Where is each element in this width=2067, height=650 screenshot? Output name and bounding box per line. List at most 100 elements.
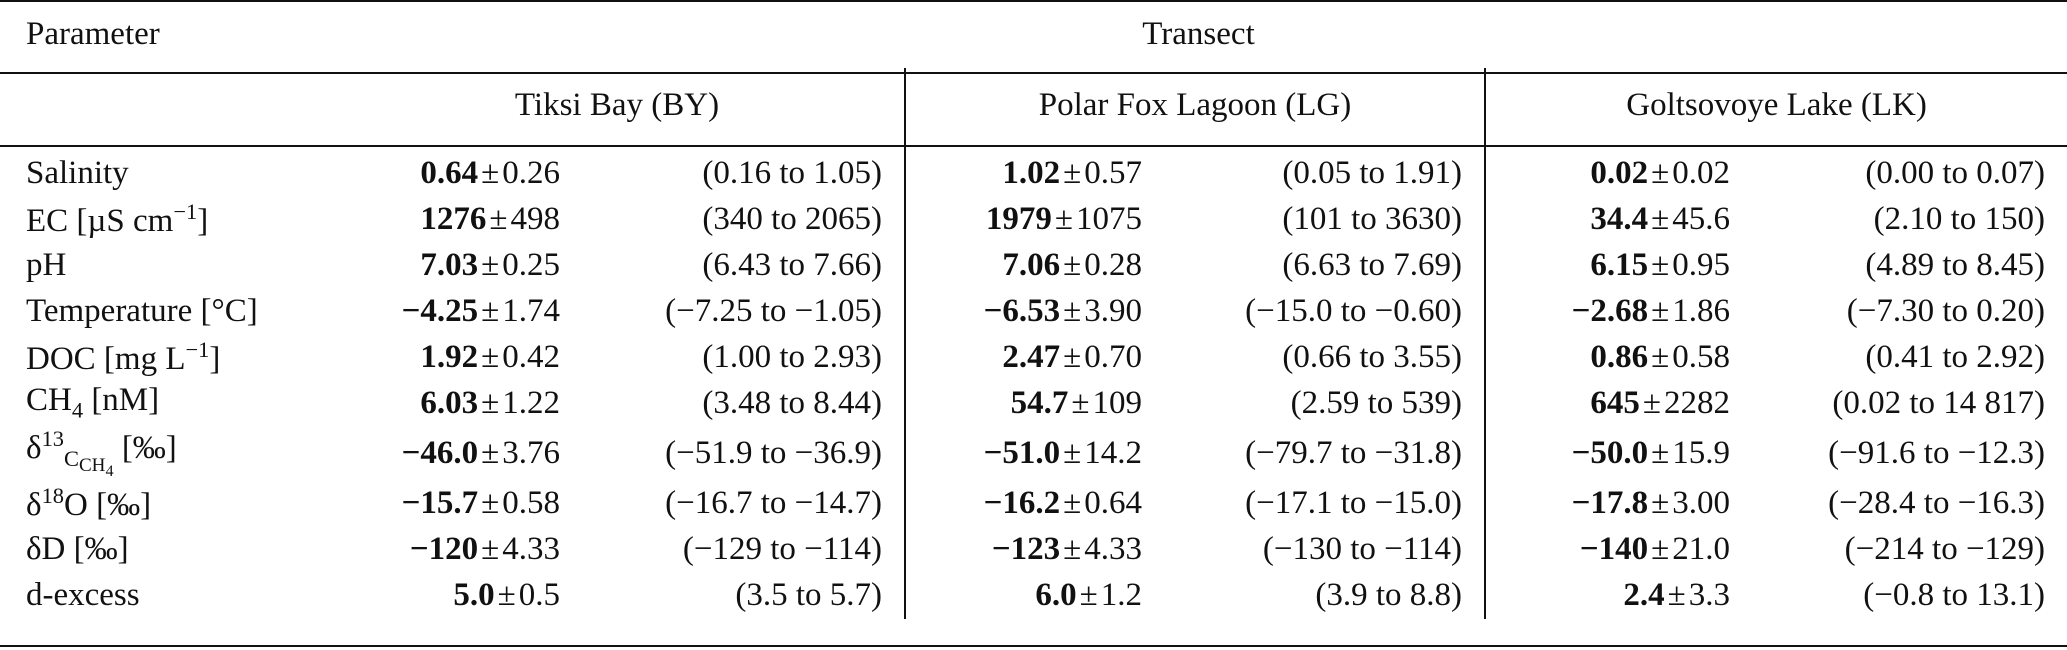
plus-minus-sign: ± [481,154,500,191]
mean-sd-goltsovoye-lake: −17.8±3.00 [1484,480,1730,527]
mean-value: 645 [1590,384,1640,421]
range-polar-fox-lagoon: (0.66 to 3.55) [1282,338,1462,375]
sd-value: 1.86 [1672,292,1730,329]
parameter-label: Salinity [0,150,330,196]
sd-value: 0.42 [502,338,560,375]
range-tiksi-bay: (6.43 to 7.66) [702,246,882,283]
label-main: δD [‰] [26,531,129,568]
plus-minus-sign: ± [1063,338,1082,375]
table-top-rule [0,0,2067,2]
table-row: δ18O [‰] −15.7±0.58 (−16.7 to −14.7) −16.2±… [0,480,2067,527]
label-main: d-excess [26,577,140,614]
mean-sd-tiksi-bay: 7.03±0.25 [330,242,560,288]
mean-sd-tiksi-bay: 5.0±0.5 [330,573,560,619]
sd-value: 3.00 [1672,485,1730,522]
sd-value: 1075 [1076,200,1142,237]
mean-sd-goltsovoye-lake: 0.02±0.02 [1484,150,1730,196]
mean-sd-goltsovoye-lake: 0.86±0.58 [1484,334,1730,380]
table-row: DOC [mg L−1] 1.92±0.42 (1.00 to 2.93) 2.47±… [0,334,2067,380]
mean-sd-goltsovoye-lake: 34.4±45.6 [1484,196,1730,242]
mean-value: 1276 [420,200,487,237]
mean-value: 34.4 [1590,200,1649,237]
sd-value: 0.95 [1672,246,1730,283]
range-polar-fox-lagoon: (3.9 to 8.8) [1315,577,1462,614]
sd-value: 3.76 [502,434,560,471]
range-tiksi-bay: (−7.25 to −1.05) [665,292,882,329]
table-row: δ13CCH4 [‰] −46.0±3.76 (−51.9 to −36.9) −51… [0,426,2067,481]
plus-minus-sign: ± [1651,154,1670,191]
sd-value: 0.57 [1084,154,1142,191]
range-polar-fox-lagoon: (101 to 3630) [1282,200,1462,237]
plus-minus-sign: ± [1063,434,1082,471]
mean-sd-tiksi-bay: 6.03±1.22 [330,380,560,426]
range-polar-fox-lagoon: (−130 to −114) [1262,531,1462,568]
table-row: δD [‰] −120±4.33 (−129 to −114) −123±4.33 (−… [0,526,2067,573]
range-goltsovoye-lake: (0.02 to 14 817) [1832,384,2046,421]
range-polar-fox-lagoon: (0.05 to 1.91) [1282,154,1462,191]
range-polar-fox-lagoon: (−79.7 to −31.8) [1245,434,1462,471]
plus-minus-sign: ± [1651,338,1670,375]
mean-sd-polar-fox-lagoon: −123±4.33 [904,526,1142,573]
plus-minus-sign: ± [1063,246,1082,283]
transect-header: Transect [1142,15,1255,52]
table-row: Temperature [°C] −4.25±1.74 (−7.25 to −1.0… [0,288,2067,334]
mean-value: 6.0 [1035,577,1077,614]
label-rest: O [‰] [64,487,152,524]
range-goltsovoye-lake: (−7.30 to 0.20) [1846,292,2046,329]
sd-value: 0.28 [1084,246,1142,283]
range-goltsovoye-lake: (−91.6 to −12.3) [1828,434,2046,471]
range-tiksi-bay: (−129 to −114) [682,531,882,568]
group-header-tiksi-bay: Tiksi Bay (BY) [514,86,720,123]
label-rest: [‰] [113,430,177,466]
sd-value: 14.2 [1084,434,1142,471]
table-row: Salinity 0.64±0.26 (0.16 to 1.05) 1.02±0.57… [0,150,2067,196]
label-main: pH [26,246,67,283]
label-subscript: 4 [71,397,84,423]
mean-value: −4.25 [401,292,479,329]
table-bottom-rule [0,645,2067,647]
parameter-label: CH4 [nM] [0,380,330,426]
mean-sd-polar-fox-lagoon: −6.53±3.90 [904,288,1142,334]
range-tiksi-bay: (1.00 to 2.93) [702,338,882,375]
plus-minus-sign: ± [1063,485,1082,522]
mean-value: 7.06 [1002,246,1061,283]
sd-value: 0.25 [502,246,560,283]
mean-sd-polar-fox-lagoon: 1979±1075 [904,196,1142,242]
group-header-row: Tiksi Bay (BY) Polar Fox Lagoon (LG) Gol… [0,68,2067,142]
parameter-label: Temperature [°C] [0,288,330,334]
plus-minus-sign: ± [1651,434,1670,471]
range-goltsovoye-lake: (0.00 to 0.07) [1865,154,2046,191]
label-superscript: 13 [41,426,64,451]
plus-minus-sign: ± [1651,246,1670,283]
range-tiksi-bay: (3.48 to 8.44) [702,384,882,421]
mean-value: −140 [1579,531,1649,568]
mean-sd-tiksi-bay: −46.0±3.76 [330,426,560,481]
mean-sd-tiksi-bay: 1276±498 [330,196,560,242]
mean-value: 2.4 [1623,577,1665,614]
ch4-subscript: CH4 [78,455,114,480]
table-row: d-excess 5.0±0.5 (3.5 to 5.7) 6.0±1.2 (3.9 t… [0,572,2067,619]
parameter-label: pH [0,242,330,288]
parameter-label: δD [‰] [0,527,330,573]
mean-value: 0.02 [1590,154,1649,191]
spacer-row [0,142,2067,150]
table-row: CH4 [nM] 6.03±1.22 (3.48 to 8.44) 54.7±109(… [0,380,2067,426]
parameter-header: Parameter [26,15,160,52]
mean-sd-tiksi-bay: 1.92±0.42 [330,334,560,380]
sd-value: 4.33 [502,531,560,568]
sd-value: 0.5 [518,577,560,614]
sd-value: 1.22 [502,384,560,421]
parameter-label: δ18O [‰] [0,481,330,527]
sd-value: 0.02 [1672,154,1730,191]
plus-minus-sign: ± [1063,531,1082,568]
table-row: pH 7.03±0.25 (6.43 to 7.66) 7.06±0.28 (6.63 … [0,242,2067,288]
sd-value: 0.70 [1084,338,1142,375]
label-superscript: 18 [41,483,64,509]
mean-value: 6.15 [1590,246,1649,283]
mean-value: 5.0 [453,577,495,614]
plus-minus-sign: ± [1651,200,1670,237]
header-row: Parameter Transect [0,0,2067,68]
plus-minus-sign: ± [481,434,500,471]
mean-sd-tiksi-bay: 0.64±0.26 [330,150,560,196]
mean-sd-goltsovoye-lake: −2.68±1.86 [1484,288,1730,334]
